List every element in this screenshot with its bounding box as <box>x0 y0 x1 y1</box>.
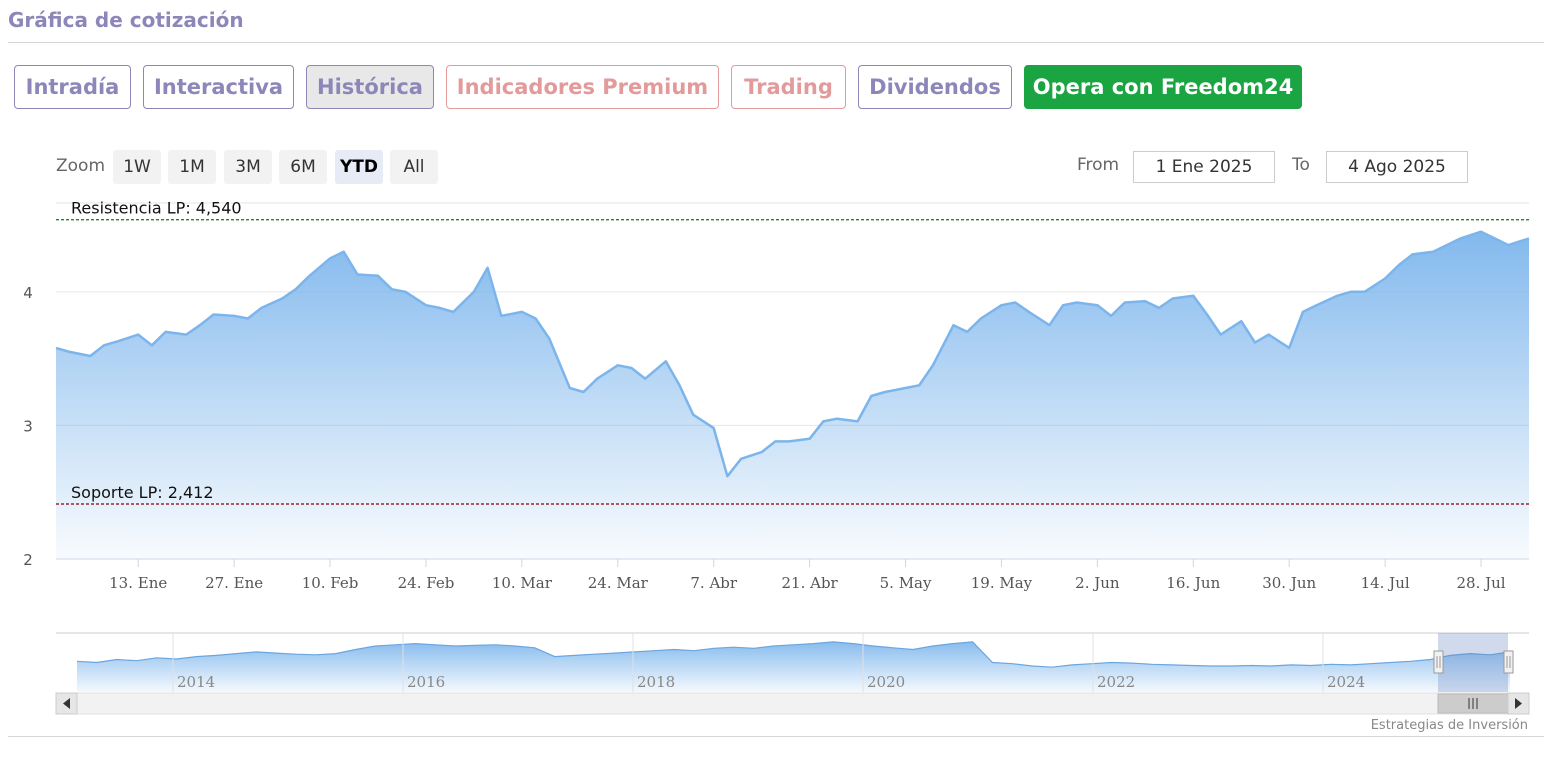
x-tick-label: 10. Feb <box>302 574 359 592</box>
x-tick-label: 30. Jun <box>1262 574 1316 592</box>
to-label: To <box>1292 155 1310 175</box>
handle-body <box>1503 650 1514 674</box>
zoom-all-button[interactable]: All <box>390 150 438 184</box>
y-tick-label: 3 <box>23 417 33 435</box>
x-tick-label: 14. Jul <box>1361 574 1410 592</box>
navigator-year-label: 2024 <box>1327 673 1365 691</box>
x-tick-label: 24. Feb <box>398 574 455 592</box>
from-date-input[interactable] <box>1133 151 1275 183</box>
to-date-input[interactable] <box>1326 151 1468 183</box>
navigator-year-label: 2020 <box>867 673 905 691</box>
navigator-year-label: 2016 <box>407 673 445 691</box>
x-tick-label: 16. Jun <box>1166 574 1220 592</box>
tab-indicadores-premium[interactable]: Indicadores Premium <box>446 65 719 109</box>
navigator-right-handle[interactable] <box>1503 650 1514 674</box>
footer-divider <box>8 736 1544 737</box>
header-divider <box>8 42 1544 43</box>
y-tick-label: 4 <box>23 284 33 302</box>
zoom-3m-button[interactable]: 3M <box>224 150 272 184</box>
x-tick-label: 7. Abr <box>690 574 738 592</box>
tab-trading[interactable]: Trading <box>731 65 846 109</box>
navigator-year-label: 2014 <box>177 673 215 691</box>
handle-body <box>1433 650 1444 674</box>
navigator-selection <box>1438 633 1508 692</box>
x-tick-label: 19. May <box>971 574 1033 592</box>
freedom24-button[interactable]: Opera con Freedom24 <box>1024 65 1302 109</box>
x-tick-label: 27. Ene <box>205 574 263 592</box>
x-tick-label: 21. Abr <box>782 574 839 592</box>
navigator-year-label: 2022 <box>1097 673 1135 691</box>
price-area <box>56 231 1529 559</box>
resistance-label: Resistencia LP: 4,540 <box>71 199 242 218</box>
x-tick-label: 13. Ene <box>109 574 167 592</box>
navigator-year-label: 2018 <box>637 673 675 691</box>
scrollbar-track <box>55 692 1530 715</box>
tab-historica[interactable]: Histórica <box>306 65 434 109</box>
tab-intradia[interactable]: Intradía <box>14 65 131 109</box>
tab-dividendos[interactable]: Dividendos <box>858 65 1012 109</box>
x-tick-label: 24. Mar <box>588 574 649 592</box>
x-tick-label: 5. May <box>880 574 932 592</box>
zoom-1w-button[interactable]: 1W <box>113 150 161 184</box>
price-line <box>55 230 1530 478</box>
arrow-right-icon <box>1515 698 1522 709</box>
support-label: Soporte LP: 2,412 <box>71 483 214 502</box>
navigator-area <box>77 641 1510 692</box>
zoom-label: Zoom <box>56 156 106 176</box>
x-tick-label: 10. Mar <box>492 574 553 592</box>
zoom-ytd-button[interactable]: YTD <box>335 150 383 184</box>
tab-interactiva[interactable]: Interactiva <box>143 65 294 109</box>
x-tick-label: 2. Jun <box>1075 574 1120 592</box>
zoom-1m-button[interactable]: 1M <box>168 150 216 184</box>
y-tick-label: 2 <box>23 551 33 569</box>
arrow-left-icon <box>63 698 70 709</box>
navigator-left-handle[interactable] <box>1433 650 1444 674</box>
x-tick-label: 28. Jul <box>1456 574 1505 592</box>
page-title: Gráfica de cotización <box>8 8 244 32</box>
from-label: From <box>1077 155 1120 175</box>
chart-credit: Estrategias de Inversión <box>1371 718 1528 733</box>
navigator-line <box>76 641 1511 668</box>
zoom-6m-button[interactable]: 6M <box>279 150 327 184</box>
